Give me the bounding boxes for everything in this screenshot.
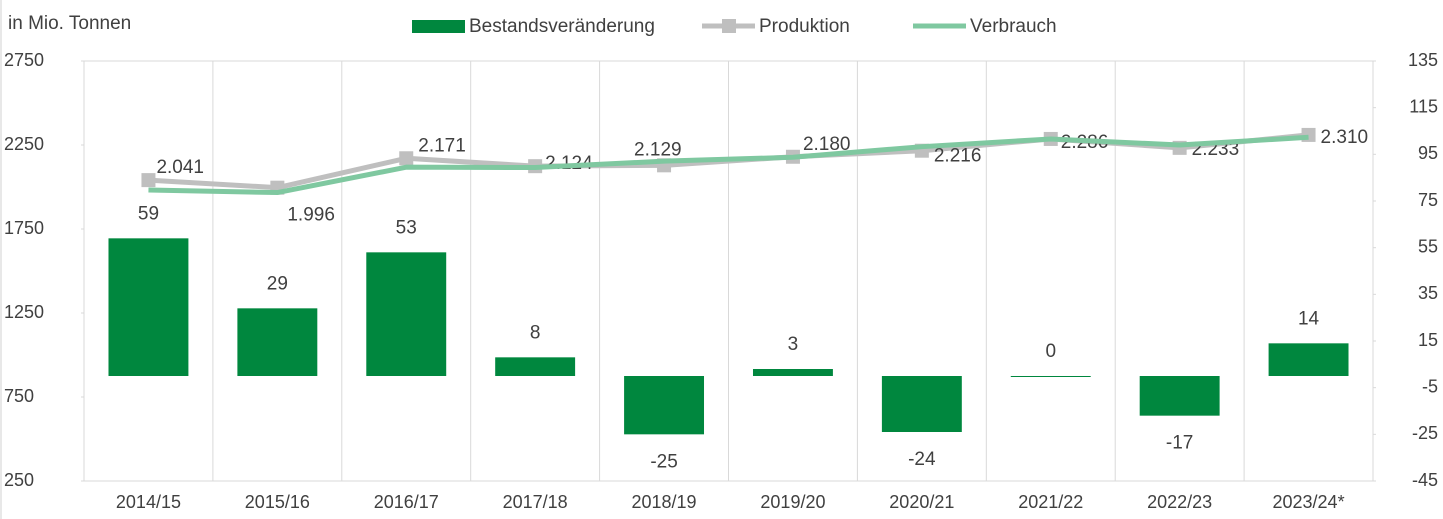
y2-tick-label: 75 bbox=[1418, 190, 1438, 210]
legend-label: Produktion bbox=[759, 16, 850, 37]
y-tick-label: 250 bbox=[4, 470, 34, 490]
line-verbrauch bbox=[148, 134, 1309, 196]
legend-label: Bestandsveränderung bbox=[469, 16, 655, 37]
bar-value-label: 0 bbox=[1045, 341, 1056, 362]
x-tick-label: 2015/16 bbox=[245, 492, 310, 512]
y-tick-label: 1250 bbox=[4, 302, 44, 322]
y2-tick-label: 15 bbox=[1418, 330, 1438, 350]
bar-value-label: -25 bbox=[650, 451, 677, 472]
bar bbox=[881, 376, 962, 432]
line-value-label: 2.180 bbox=[803, 134, 851, 155]
y-tick-label: 2250 bbox=[4, 134, 44, 154]
bar bbox=[624, 376, 705, 435]
line-value-label: 2.041 bbox=[156, 157, 204, 178]
legend-swatch bbox=[412, 20, 465, 33]
x-tick-label: 2019/20 bbox=[760, 492, 825, 512]
x-tick-label: 2021/22 bbox=[1018, 492, 1083, 512]
line-value-label: 2.129 bbox=[634, 139, 682, 160]
bar bbox=[237, 308, 318, 376]
y2-tick-label: -25 bbox=[1412, 423, 1438, 443]
y2-tick-label: -45 bbox=[1412, 470, 1438, 490]
bar-value-label: -17 bbox=[1166, 433, 1193, 454]
x-tick-label: 2023/24* bbox=[1273, 492, 1345, 512]
bar bbox=[366, 252, 447, 376]
bar-value-label: 53 bbox=[396, 217, 417, 238]
line-value-label: 2.171 bbox=[418, 135, 466, 156]
axis-unit-title: in Mio. Tonnen bbox=[8, 13, 131, 34]
bar-value-label: 3 bbox=[788, 334, 799, 355]
y2-tick-label: -5 bbox=[1422, 376, 1438, 396]
legend-marker bbox=[722, 19, 736, 33]
bar-value-label: -24 bbox=[908, 449, 936, 470]
y2-tick-label: 95 bbox=[1418, 143, 1438, 163]
line-value-label: 2.216 bbox=[934, 146, 982, 167]
y2-tick-label: 135 bbox=[1408, 50, 1438, 70]
bar-value-label: 59 bbox=[138, 203, 159, 224]
legend-label: Verbrauch bbox=[970, 16, 1057, 37]
bar bbox=[495, 357, 576, 376]
x-tick-label: 2014/15 bbox=[116, 492, 181, 512]
x-tick-label: 2022/23 bbox=[1147, 492, 1212, 512]
y2-tick-label: 55 bbox=[1418, 236, 1438, 256]
y2-tick-label: 35 bbox=[1418, 283, 1438, 303]
x-tick-label: 2020/21 bbox=[889, 492, 954, 512]
bar-value-label: 14 bbox=[1298, 308, 1320, 329]
bar bbox=[108, 238, 189, 376]
x-tick-label: 2017/18 bbox=[503, 492, 568, 512]
y-tick-label: 1750 bbox=[4, 218, 44, 238]
bar-value-label: 8 bbox=[530, 322, 541, 343]
x-tick-label: 2016/17 bbox=[374, 492, 439, 512]
bar bbox=[752, 369, 833, 376]
x-tick-label: 2018/19 bbox=[632, 492, 697, 512]
y2-tick-label: 115 bbox=[1409, 96, 1438, 116]
bar bbox=[1139, 376, 1220, 416]
line-value-label: 1.996 bbox=[287, 205, 335, 226]
marker bbox=[141, 173, 156, 188]
bar bbox=[1268, 343, 1349, 376]
line-value-label: 2.310 bbox=[1321, 127, 1369, 148]
bar bbox=[1010, 376, 1091, 377]
y-tick-label: 750 bbox=[4, 386, 34, 406]
y-tick-label: 2750 bbox=[4, 50, 44, 70]
marker bbox=[399, 151, 414, 166]
bar-value-label: 29 bbox=[267, 273, 288, 294]
